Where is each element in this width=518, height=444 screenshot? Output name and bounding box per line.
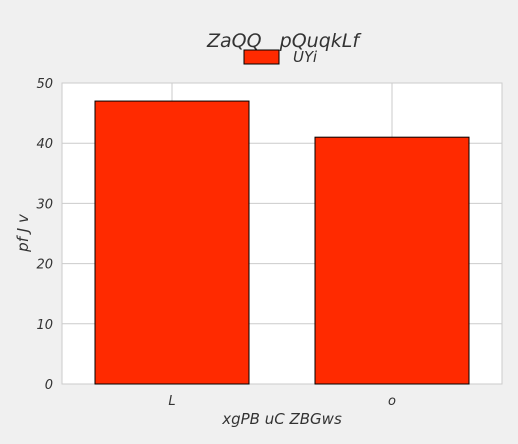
chart-title: ZaQQ pQuqkLf — [206, 30, 362, 52]
legend-swatch — [243, 49, 280, 65]
x-tick-label: L — [168, 394, 175, 409]
x-axis-label: xgPB uC ZBGws — [221, 410, 342, 428]
y-tick-label: 0 — [45, 378, 53, 393]
y-tick-labels: 0 10 20 30 40 50 — [36, 77, 53, 393]
y-tick-label: 50 — [36, 77, 53, 92]
y-axis-label: pf J v — [14, 213, 32, 253]
y-tick-label: 30 — [36, 197, 53, 212]
bar-L — [94, 100, 250, 385]
y-tick-label: 20 — [36, 258, 53, 273]
bars — [94, 100, 470, 385]
x-tick-label: o — [388, 394, 396, 409]
legend-label: UYi — [293, 48, 318, 66]
y-tick-label: 10 — [36, 318, 53, 333]
y-tick-label: 40 — [36, 137, 53, 152]
legend: UYi — [243, 48, 318, 66]
bar-o — [314, 136, 470, 385]
